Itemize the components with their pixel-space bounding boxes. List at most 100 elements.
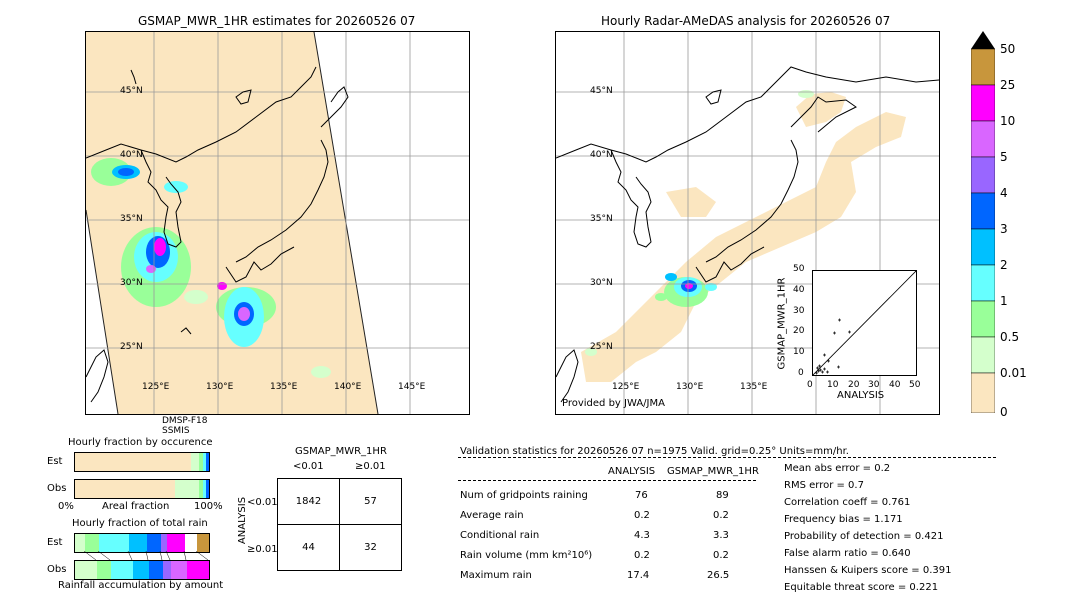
stat-label: Maximum rain bbox=[460, 570, 532, 581]
occurrence-axis-label: Areal fraction bbox=[102, 501, 170, 512]
contingency-table: 1842 57 44 32 bbox=[277, 478, 402, 571]
validation-col-gsmap: GSMAP_MWR_1HR bbox=[667, 466, 759, 477]
lat-label: 45°N bbox=[120, 86, 143, 96]
colorbar-swatch bbox=[970, 336, 996, 374]
rain-area bbox=[665, 273, 677, 281]
occurrence-bar-obs bbox=[74, 479, 210, 499]
one-to-one-line bbox=[813, 271, 916, 375]
swath-area bbox=[86, 32, 378, 414]
score-line: Mean abs error = 0.2 bbox=[784, 463, 891, 474]
total-rain-bar-obs bbox=[74, 560, 210, 580]
scatter-tick: 40 bbox=[889, 380, 901, 390]
score-line: Frequency bias = 1.171 bbox=[784, 514, 903, 525]
occurrence-axis-left: 0% bbox=[58, 501, 74, 512]
data-credit: Provided by JWA/JMA bbox=[562, 398, 665, 409]
validation-divider bbox=[458, 480, 756, 481]
occurrence-bar-est bbox=[74, 452, 210, 472]
validation-col-analysis: ANALYSIS bbox=[608, 466, 656, 477]
contingency-col-lt: <0.01 bbox=[293, 461, 324, 472]
colorbar-label: 1 bbox=[1000, 294, 1008, 308]
lon-label: 125°E bbox=[142, 382, 170, 392]
colorbar-swatch bbox=[970, 48, 996, 86]
contingency-title: GSMAP_MWR_1HR bbox=[295, 446, 387, 457]
rain-area bbox=[154, 238, 166, 256]
stat-analysis: 4.3 bbox=[634, 530, 650, 541]
validation-divider bbox=[458, 457, 996, 458]
scatter-ytick: 0 bbox=[798, 368, 804, 378]
stat-analysis: 17.4 bbox=[627, 570, 650, 581]
stat-gsmap: 89 bbox=[716, 490, 729, 501]
right-map-title: Hourly Radar-AMeDAS analysis for 2026052… bbox=[601, 14, 891, 28]
rain-area bbox=[705, 283, 717, 291]
scatter-ytick: 20 bbox=[793, 326, 805, 336]
sensor-label: DMSP-F18 bbox=[162, 416, 208, 426]
lat-label: 35°N bbox=[120, 214, 143, 224]
occurrence-row-est: Est bbox=[47, 456, 63, 467]
scatter-tick: 0 bbox=[807, 380, 813, 390]
right-map: 45°N 40°N 35°N 30°N 25°N 125°E 130°E 135… bbox=[555, 31, 940, 415]
rain-area bbox=[164, 181, 188, 193]
lat-label: 35°N bbox=[590, 214, 613, 224]
colorbar-swatch bbox=[970, 156, 996, 194]
contingency-cell: 44 bbox=[277, 524, 340, 571]
scatter-canvas bbox=[813, 271, 916, 375]
scatter-ytick: 30 bbox=[793, 306, 805, 316]
left-map: 45°N 40°N 35°N 30°N 25°N 125°E 130°E 135… bbox=[85, 31, 470, 415]
right-map-canvas bbox=[556, 32, 939, 414]
lat-label: 40°N bbox=[120, 150, 143, 160]
scatter-ytick: 50 bbox=[793, 264, 805, 274]
rain-area bbox=[685, 283, 693, 289]
scatter-tick: 20 bbox=[848, 380, 860, 390]
lat-label: 25°N bbox=[120, 342, 143, 352]
lat-label: 45°N bbox=[590, 86, 613, 96]
colorbar-label: 5 bbox=[1000, 150, 1008, 164]
colorbar-swatch bbox=[970, 120, 996, 158]
colorbar-canvas bbox=[970, 31, 996, 414]
colorbar-label: 0.01 bbox=[1000, 366, 1027, 380]
rain-area bbox=[118, 168, 134, 176]
total-rain-connectors bbox=[83, 551, 208, 560]
rain-area bbox=[184, 290, 208, 304]
stat-gsmap: 26.5 bbox=[707, 570, 730, 581]
map-grid bbox=[86, 32, 469, 414]
total-rain-axis-label: Rainfall accumulation by amount bbox=[58, 580, 224, 591]
total-rain-bar-est bbox=[74, 533, 210, 553]
colorbar-label: 3 bbox=[1000, 222, 1008, 236]
contingency-cell: 32 bbox=[339, 524, 402, 571]
rain-area bbox=[798, 90, 814, 98]
score-line: Correlation coeff = 0.761 bbox=[784, 497, 911, 508]
stat-label: Rain volume (mm km²10⁶) bbox=[460, 550, 593, 561]
stat-analysis: 0.2 bbox=[634, 550, 650, 561]
scatter-points bbox=[815, 318, 851, 375]
rain-area bbox=[311, 366, 331, 378]
scatter-ytick: 40 bbox=[793, 285, 805, 295]
scatter-tick: 50 bbox=[909, 380, 921, 390]
scatter-tick: 30 bbox=[868, 380, 880, 390]
colorbar-extend-arrow bbox=[971, 31, 995, 49]
rain-area bbox=[91, 158, 131, 186]
coastline bbox=[556, 66, 939, 403]
stat-gsmap: 3.3 bbox=[713, 530, 729, 541]
colorbar-swatch bbox=[970, 372, 996, 414]
lon-label: 130°E bbox=[206, 382, 234, 392]
total-rain-title: Hourly fraction of total rain bbox=[72, 518, 208, 529]
colorbar-label: 2 bbox=[1000, 258, 1008, 272]
validation-header: Validation statistics for 20260526 07 n=… bbox=[460, 446, 849, 457]
colorbar-swatch bbox=[970, 228, 996, 266]
colorbar-label: 50 bbox=[1000, 42, 1016, 56]
left-map-title: GSMAP_MWR_1HR estimates for 20260526 07 bbox=[138, 14, 416, 28]
lon-label: 125°E bbox=[612, 382, 640, 392]
stat-gsmap: 0.2 bbox=[713, 510, 729, 521]
swath-edge bbox=[86, 209, 119, 414]
lat-label: 30°N bbox=[590, 278, 613, 288]
colorbar-swatch bbox=[970, 84, 996, 122]
lat-label: 25°N bbox=[590, 342, 613, 352]
contingency-cell: 1842 bbox=[277, 478, 340, 525]
lon-label: 145°E bbox=[398, 382, 426, 392]
lon-label: 130°E bbox=[676, 382, 704, 392]
colorbar-label: 10 bbox=[1000, 114, 1016, 128]
scatter-xlabel: ANALYSIS bbox=[837, 390, 885, 401]
scatter-ylabel: GSMAP_MWR_1HR bbox=[776, 277, 788, 370]
stat-gsmap: 0.2 bbox=[713, 550, 729, 561]
rain-area bbox=[655, 293, 667, 301]
